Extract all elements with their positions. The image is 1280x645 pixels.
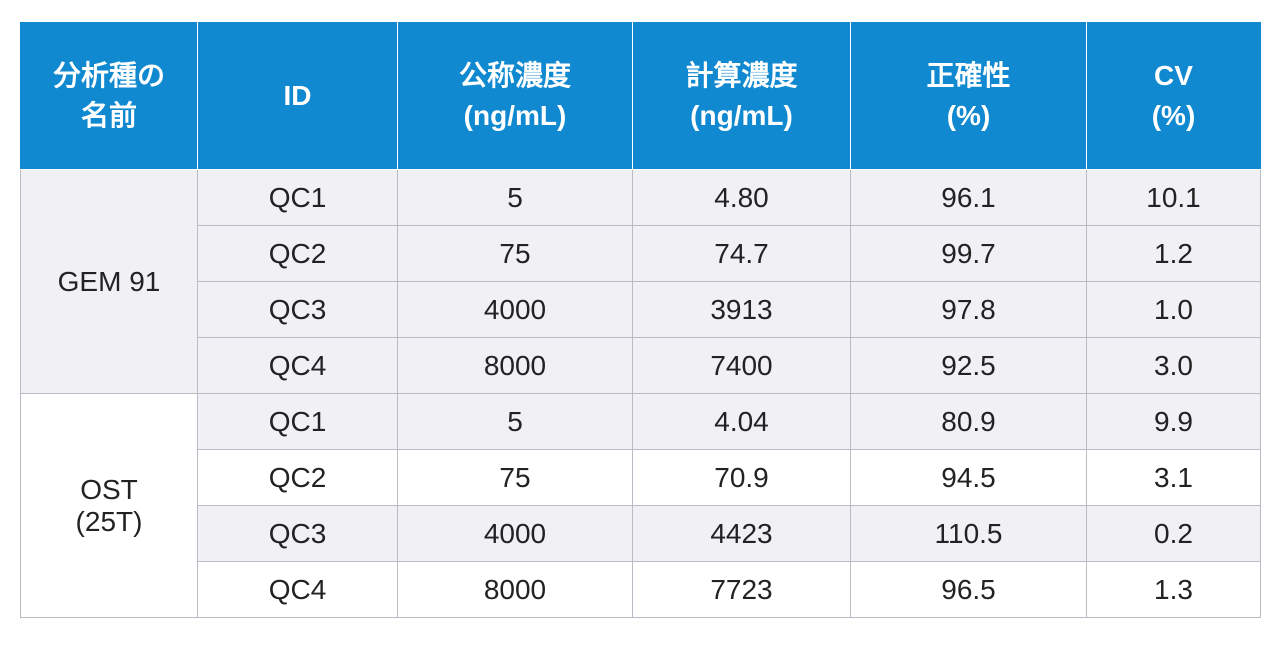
cell: 0.2 — [1086, 505, 1261, 562]
cell-line: 公称濃度 — [458, 60, 571, 91]
cell: QC2 — [197, 449, 398, 506]
group-cell: OST (25T) — [20, 393, 198, 618]
table-row: GEM 91 QC1 5 4.80 96.1 10.1 — [20, 169, 1261, 394]
cell-line: CV — [1154, 60, 1193, 91]
cell-line: OST — [80, 473, 138, 505]
table-row: QC3 4000 4423 110.5 0.2 — [21, 505, 1261, 562]
cell-line: (%) — [946, 100, 991, 131]
table-row: QC2 75 74.7 99.7 1.2 — [21, 225, 1261, 282]
cell: 4000 — [397, 505, 633, 562]
cell: 96.1 — [850, 169, 1087, 226]
header-cell: 公称濃度 (ng/mL) — [397, 22, 633, 170]
cell: QC3 — [197, 281, 398, 338]
table-row: QC3 4000 3913 97.8 1.0 — [21, 281, 1261, 338]
cell: QC2 — [197, 225, 398, 282]
cell-line: 名前 — [80, 100, 137, 131]
group-cell: GEM 91 — [20, 169, 198, 394]
cell-line: (%) — [1151, 100, 1196, 131]
cell: 4.80 — [632, 169, 851, 226]
cell: 4.04 — [632, 393, 851, 450]
cell: 7723 — [632, 561, 851, 618]
table-row: QC4 8000 7723 96.5 1.3 — [21, 561, 1261, 618]
cell: 3.0 — [1086, 337, 1261, 394]
cell: 5 — [397, 169, 633, 226]
cell: QC4 — [197, 561, 398, 618]
cell: 4423 — [632, 505, 851, 562]
cell: QC3 — [197, 505, 398, 562]
cell: 9.9 — [1086, 393, 1261, 450]
header-cell: CV (%) — [1086, 22, 1261, 170]
cell: 7400 — [632, 337, 851, 394]
cell-line: 分析種の — [52, 60, 165, 91]
header-cell: 計算濃度 (ng/mL) — [632, 22, 851, 170]
cell-line: 計算濃度 — [685, 60, 798, 91]
cell: 75 — [397, 225, 633, 282]
table-row: QC2 75 70.9 94.5 3.1 — [21, 449, 1261, 506]
cell-line: (25T) — [75, 505, 143, 537]
cell: QC4 — [197, 337, 398, 394]
cell: 8000 — [397, 561, 633, 618]
cell: 97.8 — [850, 281, 1087, 338]
cell: 5 — [397, 393, 633, 450]
cell: 10.1 — [1086, 169, 1261, 226]
cell: 1.2 — [1086, 225, 1261, 282]
table-row: OST (25T) QC1 5 4.04 80.9 9.9 — [20, 393, 1261, 618]
cell: 1.3 — [1086, 561, 1261, 618]
cell: 8000 — [397, 337, 633, 394]
table-row: QC4 8000 7400 92.5 3.0 — [21, 337, 1261, 394]
cell-line: (ng/mL) — [690, 100, 793, 131]
cell: 110.5 — [850, 505, 1087, 562]
cell: 99.7 — [850, 225, 1087, 282]
cell: 75 — [397, 449, 633, 506]
header-cell: 正確性 (%) — [850, 22, 1087, 170]
header-row: 分析種の名前 ID 公称濃度 (ng/mL) 計算濃度 (ng/mL) 正確性 (%) CV (%… — [20, 22, 1261, 170]
header-cell: ID — [197, 22, 398, 170]
cell: 4000 — [397, 281, 633, 338]
cell-line: (ng/mL) — [463, 100, 567, 131]
cell: 74.7 — [632, 225, 851, 282]
header-cell: 分析種の 名前 — [20, 22, 198, 170]
cell: 94.5 — [850, 449, 1087, 506]
cell-line: ID — [283, 80, 312, 111]
cell: QC1 — [197, 393, 398, 450]
cell: QC1 — [197, 169, 398, 226]
cell: 1.0 — [1086, 281, 1261, 338]
data-table: 分析種の名前 ID 公称濃度 (ng/mL) 計算濃度 (ng/mL) 正確性 (%) CV (%… — [20, 22, 1261, 618]
cell: 80.9 — [850, 393, 1087, 450]
cell: 3913 — [632, 281, 851, 338]
cell: 92.5 — [850, 337, 1087, 394]
table-body: GEM 91 QC1 5 4.80 96.1 10.1 QC2 75 74.7 99.7 1.2 QC… — [20, 169, 1261, 618]
cell-line: 正確性 — [926, 60, 1011, 91]
cell: 70.9 — [632, 449, 851, 506]
cell-line: GEM 91 — [57, 265, 161, 297]
cell: 3.1 — [1086, 449, 1261, 506]
cell: 96.5 — [850, 561, 1087, 618]
